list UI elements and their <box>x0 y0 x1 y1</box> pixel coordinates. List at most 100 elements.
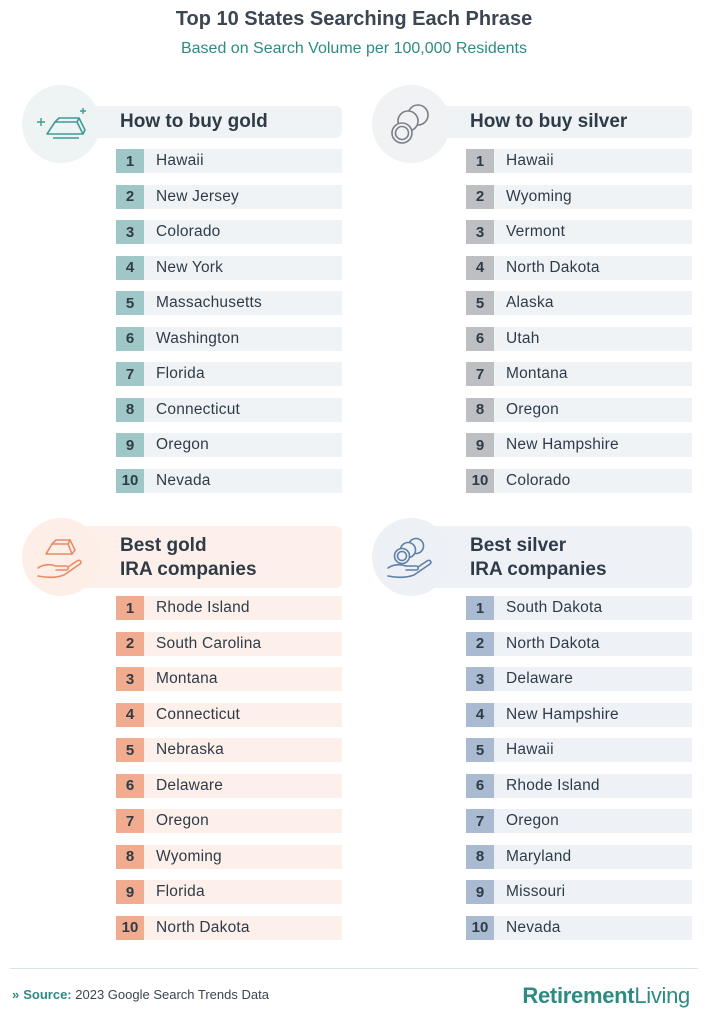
state-name: Florida <box>144 880 342 904</box>
rank-number: 1 <box>116 596 144 620</box>
gold-bars-icon <box>22 85 100 163</box>
rank-number: 1 <box>466 149 494 173</box>
state-name: Delaware <box>144 773 342 798</box>
list-item: 6 Washington <box>116 326 342 351</box>
rank-number: 4 <box>116 702 144 727</box>
footer-divider <box>10 968 698 969</box>
rank-list: 1 Hawaii 2 New Jersey 3 Colorado 4 New York … <box>116 149 342 504</box>
rank-list: 1 Hawaii 2 Wyoming 3 Vermont 4 North Dakota … <box>466 149 692 504</box>
panel-heading: How to buy silver <box>470 111 628 132</box>
page-title: Top 10 States Searching Each Phrase <box>175 8 533 30</box>
state-name: Montana <box>494 362 692 386</box>
source-note: » Source: 2023 Google Search Trends Data <box>12 987 269 1002</box>
rank-number: 3 <box>466 667 494 691</box>
panel-heading-line2: IRA companies <box>120 559 257 580</box>
rank-number: 10 <box>116 915 144 940</box>
rank-number: 3 <box>116 220 144 244</box>
rank-number: 10 <box>466 915 494 940</box>
panel-heading: Best silver IRA companies <box>470 534 607 582</box>
state-name: Oregon <box>144 433 342 457</box>
rank-number: 7 <box>116 362 144 386</box>
list-item: 4 New Hampshire <box>466 702 692 727</box>
list-item: 7 Oregon <box>466 809 692 833</box>
list-item: 8 Connecticut <box>116 397 342 422</box>
list-item: 10 North Dakota <box>116 915 342 940</box>
state-name: New Hampshire <box>494 702 692 727</box>
list-item: 7 Oregon <box>116 809 342 833</box>
list-item: 2 New Jersey <box>116 184 342 209</box>
state-name: New York <box>144 255 342 280</box>
state-name: Oregon <box>144 809 342 833</box>
list-item: 10 Colorado <box>466 468 692 493</box>
list-item: 8 Oregon <box>466 397 692 422</box>
list-item: 6 Delaware <box>116 773 342 798</box>
state-name: Wyoming <box>144 844 342 869</box>
state-name: South Dakota <box>494 596 692 620</box>
silver-coins-icon <box>372 85 450 163</box>
list-item: 4 Connecticut <box>116 702 342 727</box>
rank-number: 9 <box>116 880 144 904</box>
list-item: 4 North Dakota <box>466 255 692 280</box>
rank-number: 8 <box>466 844 494 869</box>
rank-number: 6 <box>116 773 144 798</box>
rank-number: 4 <box>466 702 494 727</box>
list-item: 5 Hawaii <box>466 738 692 762</box>
list-item: 3 Vermont <box>466 220 692 244</box>
state-name: Missouri <box>494 880 692 904</box>
state-name: Colorado <box>144 220 342 244</box>
list-item: 3 Montana <box>116 667 342 691</box>
state-name: Hawaii <box>144 149 342 173</box>
list-item: 1 Hawaii <box>466 149 692 173</box>
panel-header: Best gold IRA companies <box>62 526 342 588</box>
list-item: 2 North Dakota <box>466 631 692 656</box>
state-name: Connecticut <box>144 702 342 727</box>
list-item: 3 Delaware <box>466 667 692 691</box>
list-item: 10 Nevada <box>466 915 692 940</box>
state-name: Rhode Island <box>494 773 692 798</box>
state-name: Utah <box>494 326 692 351</box>
list-item: 5 Alaska <box>466 291 692 315</box>
panel-header: Best silver IRA companies <box>412 526 692 588</box>
state-name: Florida <box>144 362 342 386</box>
state-name: Nevada <box>494 915 692 940</box>
state-name: Hawaii <box>494 149 692 173</box>
hand-silver-coins-icon <box>372 518 450 596</box>
rank-number: 3 <box>116 667 144 691</box>
rank-number: 7 <box>466 809 494 833</box>
rank-number: 4 <box>466 255 494 280</box>
list-item: 4 New York <box>116 255 342 280</box>
rank-number: 9 <box>466 433 494 457</box>
rank-number: 5 <box>116 291 144 315</box>
state-name: Delaware <box>494 667 692 691</box>
state-name: Rhode Island <box>144 596 342 620</box>
page-subtitle: Based on Search Volume per 100,000 Resid… <box>180 40 527 57</box>
state-name: Oregon <box>494 397 692 422</box>
state-name: Nebraska <box>144 738 342 762</box>
panel-heading: Best gold IRA companies <box>120 534 257 582</box>
state-name: Montana <box>144 667 342 691</box>
list-item: 6 Utah <box>466 326 692 351</box>
rank-number: 3 <box>466 220 494 244</box>
state-name: North Dakota <box>494 255 692 280</box>
rank-number: 6 <box>116 326 144 351</box>
list-item: 3 Colorado <box>116 220 342 244</box>
rank-number: 1 <box>466 596 494 620</box>
list-item: 1 Hawaii <box>116 149 342 173</box>
panel-heading-line2: IRA companies <box>470 559 607 580</box>
state-name: South Carolina <box>144 631 342 656</box>
rank-number: 5 <box>466 291 494 315</box>
list-item: 2 Wyoming <box>466 184 692 209</box>
state-name: Nevada <box>144 468 342 493</box>
rank-number: 7 <box>466 362 494 386</box>
source-label: Source: <box>23 987 72 1002</box>
panel-heading-line1: Best gold <box>120 535 207 556</box>
panel-header: How to buy gold <box>62 106 342 138</box>
list-item: 9 Missouri <box>466 880 692 904</box>
rank-number: 9 <box>116 433 144 457</box>
list-item: 9 New Hampshire <box>466 433 692 457</box>
state-name: Wyoming <box>494 184 692 209</box>
list-item: 9 Oregon <box>116 433 342 457</box>
rank-number: 6 <box>466 773 494 798</box>
state-name: Washington <box>144 326 342 351</box>
state-name: New Hampshire <box>494 433 692 457</box>
